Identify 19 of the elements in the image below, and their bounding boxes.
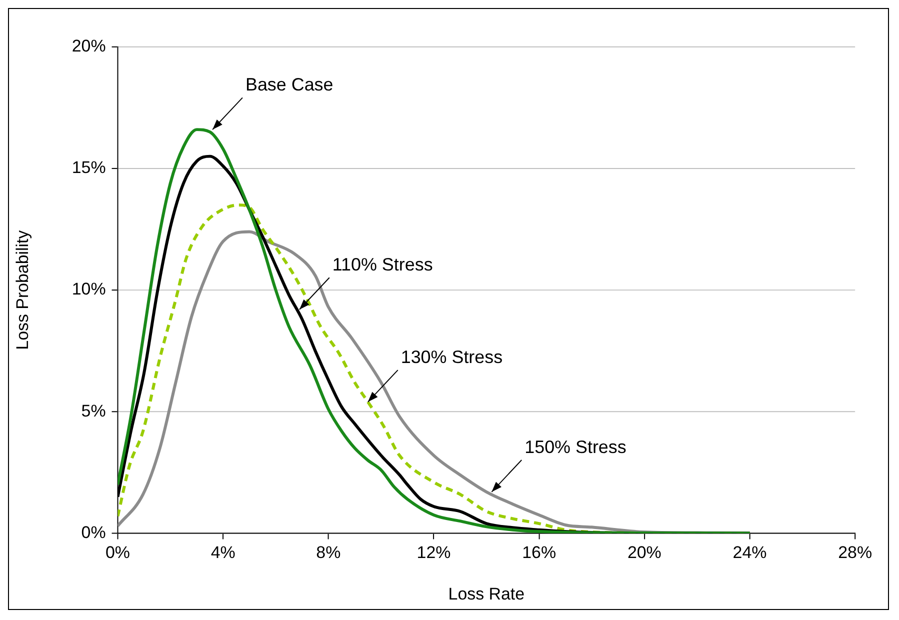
y-axis-title: Loss Probability [12,230,32,350]
x-tick-label: 28% [838,543,872,562]
y-tick-label: 0% [81,522,106,542]
annotation: 150% Stress [524,437,626,458]
y-tick-label: 10% [72,280,106,299]
y-tick-label: 20% [72,36,106,56]
x-tick-label: 4% [210,543,236,562]
annotation: Base Case [245,74,334,95]
x-tick-label: 16% [522,543,556,562]
x-axis-title: Loss Rate [448,584,525,604]
x-tick-label: 0% [106,543,130,562]
y-tick-label: 5% [81,401,106,420]
annotation: 110% Stress [332,254,433,275]
x-tick-label: 12% [416,543,451,562]
x-tick-label: 20% [627,543,662,562]
x-tick-label: 24% [732,543,767,562]
y-tick-label: 15% [72,158,106,178]
annotation: 130% Stress [400,347,503,368]
x-tick-label: 8% [316,543,341,562]
